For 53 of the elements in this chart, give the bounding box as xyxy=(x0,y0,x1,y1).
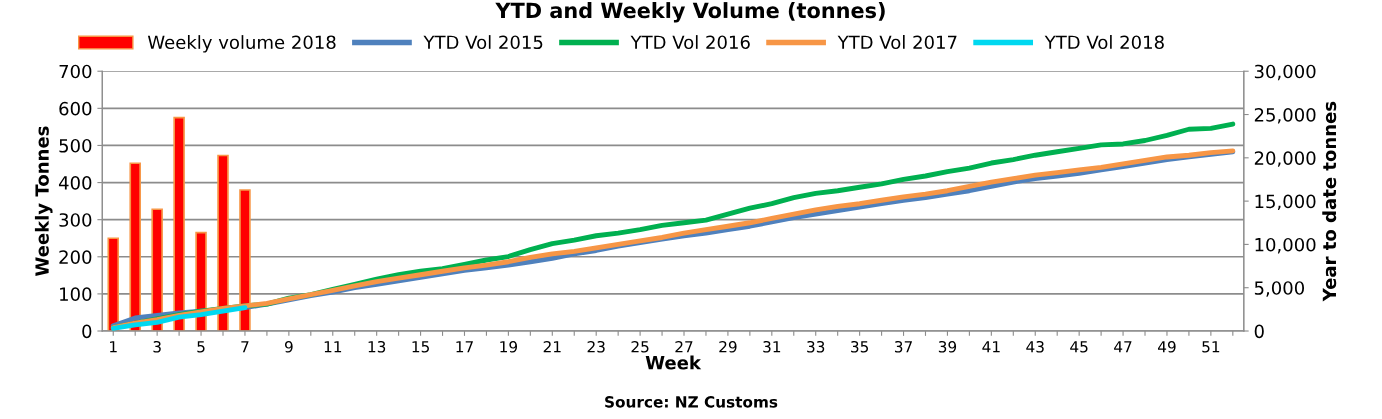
x-tick-label: 17 xyxy=(456,341,473,353)
source-note: Source: NZ Customs xyxy=(605,396,778,408)
x-tick-label: 41 xyxy=(982,341,1000,353)
y2-tick-label: 5,000 xyxy=(1254,281,1305,297)
x-tick-label: 3 xyxy=(153,341,161,353)
x-tick-label: 47 xyxy=(1114,341,1132,353)
legend-label: YTD Vol 2015 xyxy=(423,35,543,50)
x-tick-label: 31 xyxy=(763,341,781,353)
x-tick-label: 7 xyxy=(241,341,249,353)
y-tick-label: 400 xyxy=(58,176,92,190)
x-axis-title: Week xyxy=(645,355,702,370)
y2-tick-label: 15,000 xyxy=(1255,194,1316,211)
y-tick-label: 300 xyxy=(59,213,92,227)
x-tick-label: 19 xyxy=(500,341,518,353)
y-tick-label: 0 xyxy=(82,324,92,339)
legend-label: YTD Vol 2018 xyxy=(1044,35,1164,50)
x-tick-label: 45 xyxy=(1070,341,1088,353)
x-tick-label: 9 xyxy=(284,341,293,353)
x-tick-label: 37 xyxy=(894,341,912,353)
chart-title: YTD and Weekly Volume (tonnes) xyxy=(495,2,885,23)
legend-label: Weekly volume 2018 xyxy=(147,35,336,53)
y2-tick-label: 0 xyxy=(1254,324,1264,339)
x-tick-label: 35 xyxy=(851,341,869,353)
line-series xyxy=(110,305,248,331)
y-axis-title: Weekly Tonnes xyxy=(34,126,53,277)
x-tick-label: 5 xyxy=(197,341,205,353)
x-tick-label: 43 xyxy=(1026,341,1044,353)
y-tick-label: 500 xyxy=(59,138,92,153)
y-tick-label: 700 xyxy=(59,64,92,79)
legend-label: YTD Vol 2017 xyxy=(837,35,957,50)
y2-tick-label: 20,000 xyxy=(1254,151,1316,167)
y2-tick-label: 25,000 xyxy=(1254,107,1316,124)
x-tick-label: 1 xyxy=(110,341,117,353)
y-tick-label: 600 xyxy=(59,101,92,116)
bar xyxy=(173,116,185,332)
x-tick-label: 13 xyxy=(368,341,386,353)
x-tick-label: 29 xyxy=(719,341,737,353)
x-tick-label: 25 xyxy=(631,341,649,353)
y-tick-label: 200 xyxy=(59,250,92,264)
y2-axis-title: Year to date tonnes xyxy=(1322,101,1337,302)
x-tick-label: 51 xyxy=(1202,341,1220,353)
x-tick-label: 39 xyxy=(938,341,957,353)
x-tick-label: 15 xyxy=(412,341,429,353)
y2-tick-label: 10,000 xyxy=(1255,237,1316,254)
x-tick-label: 11 xyxy=(324,341,342,353)
y2-tick-label: 30,000 xyxy=(1254,64,1316,81)
x-tick-label: 27 xyxy=(675,341,693,353)
x-tick-label: 49 xyxy=(1157,341,1176,353)
x-tick-label: 23 xyxy=(587,341,605,353)
legend-label: YTD Vol 2016 xyxy=(630,35,750,50)
y-tick-label: 100 xyxy=(60,287,92,302)
x-tick-label: 33 xyxy=(807,341,825,353)
x-tick-label: 21 xyxy=(543,341,561,353)
